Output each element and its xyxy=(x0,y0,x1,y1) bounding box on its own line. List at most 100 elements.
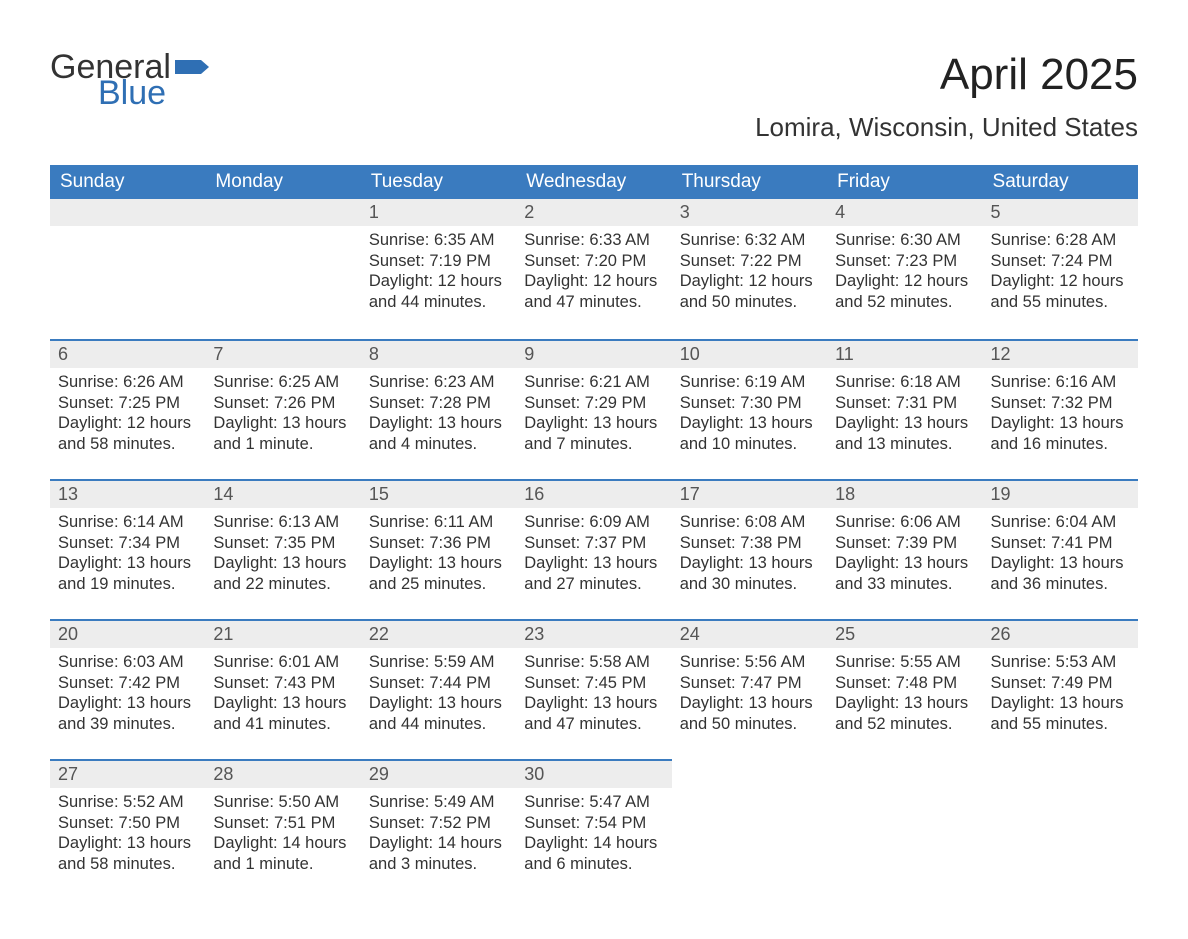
calendar-body: 1Sunrise: 6:35 AMSunset: 7:19 PMDaylight… xyxy=(50,199,1138,899)
calendar-cell: 25Sunrise: 5:55 AMSunset: 7:48 PMDayligh… xyxy=(827,619,982,759)
sunrise-line: Sunrise: 6:32 AM xyxy=(680,230,819,251)
daylight-line: Daylight: 13 hours and 58 minutes. xyxy=(58,833,197,874)
calendar-cell: 16Sunrise: 6:09 AMSunset: 7:37 PMDayligh… xyxy=(516,479,671,619)
dow-monday: Monday xyxy=(205,165,360,199)
calendar-cell: 23Sunrise: 5:58 AMSunset: 7:45 PMDayligh… xyxy=(516,619,671,759)
day-detail: Sunrise: 6:11 AMSunset: 7:36 PMDaylight:… xyxy=(361,508,516,603)
calendar-cell: 5Sunrise: 6:28 AMSunset: 7:24 PMDaylight… xyxy=(983,199,1138,339)
location: Lomira, Wisconsin, United States xyxy=(755,112,1138,143)
dow-thursday: Thursday xyxy=(672,165,827,199)
sunrise-line: Sunrise: 6:35 AM xyxy=(369,230,508,251)
day-detail: Sunrise: 6:08 AMSunset: 7:38 PMDaylight:… xyxy=(672,508,827,603)
sunset-line: Sunset: 7:38 PM xyxy=(680,533,819,554)
day-number: 11 xyxy=(827,339,982,368)
day-number: 2 xyxy=(516,199,671,226)
calendar-cell: 14Sunrise: 6:13 AMSunset: 7:35 PMDayligh… xyxy=(205,479,360,619)
calendar-week-row: 13Sunrise: 6:14 AMSunset: 7:34 PMDayligh… xyxy=(50,479,1138,619)
day-number xyxy=(205,199,360,226)
sunset-line: Sunset: 7:52 PM xyxy=(369,813,508,834)
day-detail: Sunrise: 6:25 AMSunset: 7:26 PMDaylight:… xyxy=(205,368,360,463)
daylight-line: Daylight: 13 hours and 27 minutes. xyxy=(524,553,663,594)
title-block: April 2025 Lomira, Wisconsin, United Sta… xyxy=(755,50,1138,155)
daylight-line: Daylight: 13 hours and 22 minutes. xyxy=(213,553,352,594)
day-number: 22 xyxy=(361,619,516,648)
day-detail: Sunrise: 5:56 AMSunset: 7:47 PMDaylight:… xyxy=(672,648,827,743)
day-detail: Sunrise: 5:55 AMSunset: 7:48 PMDaylight:… xyxy=(827,648,982,743)
sunset-line: Sunset: 7:23 PM xyxy=(835,251,974,272)
day-number: 12 xyxy=(983,339,1138,368)
daylight-line: Daylight: 12 hours and 47 minutes. xyxy=(524,271,663,312)
dow-sunday: Sunday xyxy=(50,165,205,199)
sunset-line: Sunset: 7:44 PM xyxy=(369,673,508,694)
calendar-cell: 13Sunrise: 6:14 AMSunset: 7:34 PMDayligh… xyxy=(50,479,205,619)
sunset-line: Sunset: 7:43 PM xyxy=(213,673,352,694)
daylight-line: Daylight: 13 hours and 36 minutes. xyxy=(991,553,1130,594)
sunset-line: Sunset: 7:30 PM xyxy=(680,393,819,414)
day-number: 13 xyxy=(50,479,205,508)
sunset-line: Sunset: 7:31 PM xyxy=(835,393,974,414)
sunset-line: Sunset: 7:47 PM xyxy=(680,673,819,694)
day-detail: Sunrise: 6:14 AMSunset: 7:34 PMDaylight:… xyxy=(50,508,205,603)
calendar-week-row: 6Sunrise: 6:26 AMSunset: 7:25 PMDaylight… xyxy=(50,339,1138,479)
day-number: 3 xyxy=(672,199,827,226)
sunset-line: Sunset: 7:36 PM xyxy=(369,533,508,554)
sunrise-line: Sunrise: 5:59 AM xyxy=(369,652,508,673)
sunrise-line: Sunrise: 6:14 AM xyxy=(58,512,197,533)
day-number: 24 xyxy=(672,619,827,648)
calendar-cell: 22Sunrise: 5:59 AMSunset: 7:44 PMDayligh… xyxy=(361,619,516,759)
calendar-table: Sunday Monday Tuesday Wednesday Thursday… xyxy=(50,165,1138,899)
daylight-line: Daylight: 13 hours and 10 minutes. xyxy=(680,413,819,454)
sunset-line: Sunset: 7:32 PM xyxy=(991,393,1130,414)
dow-tuesday: Tuesday xyxy=(361,165,516,199)
day-detail: Sunrise: 6:33 AMSunset: 7:20 PMDaylight:… xyxy=(516,226,671,321)
day-number: 17 xyxy=(672,479,827,508)
calendar-cell: 26Sunrise: 5:53 AMSunset: 7:49 PMDayligh… xyxy=(983,619,1138,759)
day-number: 1 xyxy=(361,199,516,226)
daylight-line: Daylight: 12 hours and 44 minutes. xyxy=(369,271,508,312)
sunrise-line: Sunrise: 6:19 AM xyxy=(680,372,819,393)
calendar-cell: 29Sunrise: 5:49 AMSunset: 7:52 PMDayligh… xyxy=(361,759,516,899)
sunset-line: Sunset: 7:20 PM xyxy=(524,251,663,272)
sunrise-line: Sunrise: 6:09 AM xyxy=(524,512,663,533)
day-detail: Sunrise: 6:28 AMSunset: 7:24 PMDaylight:… xyxy=(983,226,1138,321)
day-of-week-row: Sunday Monday Tuesday Wednesday Thursday… xyxy=(50,165,1138,199)
calendar-cell xyxy=(827,759,982,899)
sunrise-line: Sunrise: 5:53 AM xyxy=(991,652,1130,673)
day-detail: Sunrise: 6:35 AMSunset: 7:19 PMDaylight:… xyxy=(361,226,516,321)
daylight-line: Daylight: 14 hours and 1 minute. xyxy=(213,833,352,874)
sunrise-line: Sunrise: 6:23 AM xyxy=(369,372,508,393)
day-number xyxy=(827,759,982,786)
sunrise-line: Sunrise: 6:13 AM xyxy=(213,512,352,533)
sunrise-line: Sunrise: 5:52 AM xyxy=(58,792,197,813)
day-detail: Sunrise: 6:23 AMSunset: 7:28 PMDaylight:… xyxy=(361,368,516,463)
sunrise-line: Sunrise: 6:28 AM xyxy=(991,230,1130,251)
daylight-line: Daylight: 13 hours and 50 minutes. xyxy=(680,693,819,734)
sunrise-line: Sunrise: 6:21 AM xyxy=(524,372,663,393)
calendar-cell: 24Sunrise: 5:56 AMSunset: 7:47 PMDayligh… xyxy=(672,619,827,759)
calendar-cell: 19Sunrise: 6:04 AMSunset: 7:41 PMDayligh… xyxy=(983,479,1138,619)
daylight-line: Daylight: 13 hours and 16 minutes. xyxy=(991,413,1130,454)
sunset-line: Sunset: 7:24 PM xyxy=(991,251,1130,272)
day-number: 26 xyxy=(983,619,1138,648)
day-number xyxy=(672,759,827,786)
sunset-line: Sunset: 7:45 PM xyxy=(524,673,663,694)
daylight-line: Daylight: 13 hours and 44 minutes. xyxy=(369,693,508,734)
calendar-week-row: 20Sunrise: 6:03 AMSunset: 7:42 PMDayligh… xyxy=(50,619,1138,759)
day-detail: Sunrise: 6:32 AMSunset: 7:22 PMDaylight:… xyxy=(672,226,827,321)
day-detail: Sunrise: 5:59 AMSunset: 7:44 PMDaylight:… xyxy=(361,648,516,743)
sunrise-line: Sunrise: 5:55 AM xyxy=(835,652,974,673)
daylight-line: Daylight: 12 hours and 50 minutes. xyxy=(680,271,819,312)
sunset-line: Sunset: 7:51 PM xyxy=(213,813,352,834)
dow-wednesday: Wednesday xyxy=(516,165,671,199)
sunrise-line: Sunrise: 6:18 AM xyxy=(835,372,974,393)
daylight-line: Daylight: 13 hours and 25 minutes. xyxy=(369,553,508,594)
sunrise-line: Sunrise: 6:33 AM xyxy=(524,230,663,251)
sunrise-line: Sunrise: 6:06 AM xyxy=(835,512,974,533)
calendar-cell xyxy=(672,759,827,899)
sunrise-line: Sunrise: 6:04 AM xyxy=(991,512,1130,533)
day-detail: Sunrise: 6:04 AMSunset: 7:41 PMDaylight:… xyxy=(983,508,1138,603)
day-number: 30 xyxy=(516,759,671,788)
dow-saturday: Saturday xyxy=(983,165,1138,199)
day-number: 20 xyxy=(50,619,205,648)
daylight-line: Daylight: 13 hours and 41 minutes. xyxy=(213,693,352,734)
